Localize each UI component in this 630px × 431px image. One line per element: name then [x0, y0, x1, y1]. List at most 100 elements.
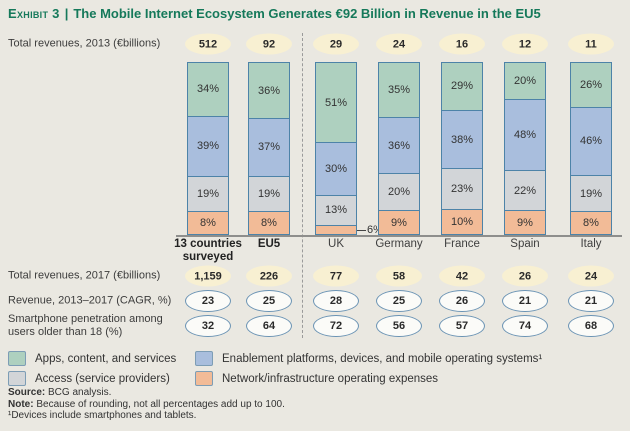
row-label-revenues-2017: Total revenues, 2017 (€billions)	[8, 269, 161, 282]
dashed-divider-line	[302, 33, 303, 338]
bar-segment: 36%	[248, 62, 290, 120]
bar-segment: 8%	[187, 211, 229, 235]
penetration-badge: 68	[568, 315, 614, 337]
cagr-badge: 25	[376, 290, 422, 312]
bar-segment: 34%	[187, 62, 229, 117]
bar-segment: 51%	[315, 62, 357, 144]
category-label: France	[444, 238, 480, 250]
bar-segment: 10%	[441, 208, 483, 235]
bar-column: 20% 48% 22% 9%	[504, 62, 546, 236]
bar-segment: 9%	[378, 210, 420, 235]
row-label-revenues-2013: Total revenues, 2013 (€billions)	[8, 37, 161, 50]
revenue-2013-badge: 11	[568, 33, 614, 55]
bar-segment: 8%	[248, 211, 290, 235]
category-label: UK	[328, 238, 344, 250]
penetration-badge: 56	[376, 315, 422, 337]
revenue-2013-badge: 29	[313, 33, 359, 55]
note-text: Because of rounding, not all percentages…	[36, 398, 285, 410]
revenue-2017-badge: 226	[246, 265, 292, 287]
cagr-badge: 23	[185, 290, 231, 312]
category-label: EU5	[257, 238, 281, 250]
legend-item: Apps, content, and services	[8, 351, 195, 366]
legend-label: Access (service providers)	[35, 372, 170, 385]
cagr-badge: 25	[246, 290, 292, 312]
source-text: BCG analysis.	[48, 387, 112, 398]
revenue-2017-badge: 77	[313, 265, 359, 287]
revenue-2017-badge: 42	[439, 265, 485, 287]
bar-segment: 20%	[504, 62, 546, 101]
row-label-penetration: Smartphone penetration among users older…	[8, 313, 163, 338]
revenue-2013-badge: 12	[502, 33, 548, 55]
bar-column: 26% 46% 19% 8%	[570, 62, 612, 235]
legend-item: Access (service providers)	[8, 371, 195, 386]
bar-segment: 38%	[441, 109, 483, 170]
bar-column: 29% 38% 23% 10%	[441, 62, 483, 235]
footer-notes: Source: BCG analysis. Note: Because of r…	[8, 387, 285, 422]
legend-label: Apps, content, and services	[35, 352, 177, 365]
row-label-cagr: Revenue, 2013–2017 (CAGR, %)	[8, 294, 172, 307]
chart-baseline	[176, 235, 622, 237]
bar-segment: 26%	[570, 62, 612, 108]
footnote-line: ¹Devices include smartphones and tablets…	[8, 410, 197, 421]
cagr-badge: 21	[502, 290, 548, 312]
bar-segment: 19%	[570, 175, 612, 213]
bar-column: 35% 36% 20% 9%	[378, 62, 420, 235]
bar-segment: 9%	[504, 210, 546, 236]
revenue-2017-badge: 24	[568, 265, 614, 287]
penetration-badge: 57	[439, 315, 485, 337]
legend-label: Network/infrastructure operating expense…	[222, 372, 439, 385]
source-label: Source:	[8, 387, 46, 398]
bar-segment: 37%	[248, 118, 290, 177]
cagr-badge: 28	[313, 290, 359, 312]
bar-segment: 48%	[504, 99, 546, 172]
title-text: The Mobile Internet Ecosystem Generates …	[73, 6, 541, 21]
penetration-badge: 64	[246, 315, 292, 337]
apps-content-services-swatch-icon	[8, 351, 26, 366]
bar-segment: 39%	[187, 115, 229, 177]
bar-segment	[315, 225, 357, 235]
bar-column: 34% 39% 19% 8%	[187, 62, 229, 235]
access-providers-swatch-icon	[8, 371, 26, 386]
bar-segment: 22%	[504, 170, 546, 212]
penetration-badge: 32	[185, 315, 231, 337]
revenue-2017-badge: 58	[376, 265, 422, 287]
bar-segment: 13%	[315, 194, 357, 227]
network-infrastructure-swatch-icon	[195, 371, 213, 386]
source-line: Source: BCG analysis.	[8, 387, 285, 399]
chart-legend: Apps, content, and services Enablement p…	[8, 351, 542, 386]
bar-segment: 19%	[187, 175, 229, 213]
bar-segment: 35%	[378, 62, 420, 118]
revenue-2013-badge: 512	[185, 33, 231, 55]
bar-segment: 20%	[378, 173, 420, 212]
bar-column: 51% 30% 13%	[315, 62, 357, 235]
bar-segment: 23%	[441, 168, 483, 210]
bar-segment: 46%	[570, 106, 612, 177]
revenue-2013-badge: 92	[246, 33, 292, 55]
cagr-badge: 26	[439, 290, 485, 312]
revenue-2017-badge: 26	[502, 265, 548, 287]
category-label: Spain	[510, 238, 540, 250]
penetration-badge: 72	[313, 315, 359, 337]
penetration-badge: 74	[502, 315, 548, 337]
page-title: Exhibit 3 | The Mobile Internet Ecosystem …	[8, 6, 541, 21]
revenue-2013-badge: 16	[439, 33, 485, 55]
cagr-badge: 21	[568, 290, 614, 312]
revenue-2013-badge: 24	[376, 33, 422, 55]
exhibit-label: Exhibit 3	[8, 6, 60, 21]
category-label: 13 countries surveyed	[174, 238, 242, 263]
note-label: Note:	[8, 398, 34, 410]
bar-segment: 19%	[248, 175, 290, 213]
bar-column: 36% 37% 19% 8%	[248, 62, 290, 235]
legend-item: Enablement platforms, devices, and mobil…	[195, 351, 542, 366]
bar-segment: 8%	[570, 211, 612, 235]
bar-segment: 36%	[378, 117, 420, 175]
revenue-2017-badge: 1,159	[185, 265, 231, 287]
title-separator: |	[64, 6, 69, 21]
category-label: Germany	[375, 238, 423, 250]
bar-segment: 30%	[315, 142, 357, 196]
category-label: Italy	[580, 238, 602, 250]
note-line: Note: Because of rounding, not all perce…	[8, 399, 285, 411]
legend-item: Network/infrastructure operating expense…	[195, 371, 542, 386]
segment-leader-line	[357, 229, 366, 231]
